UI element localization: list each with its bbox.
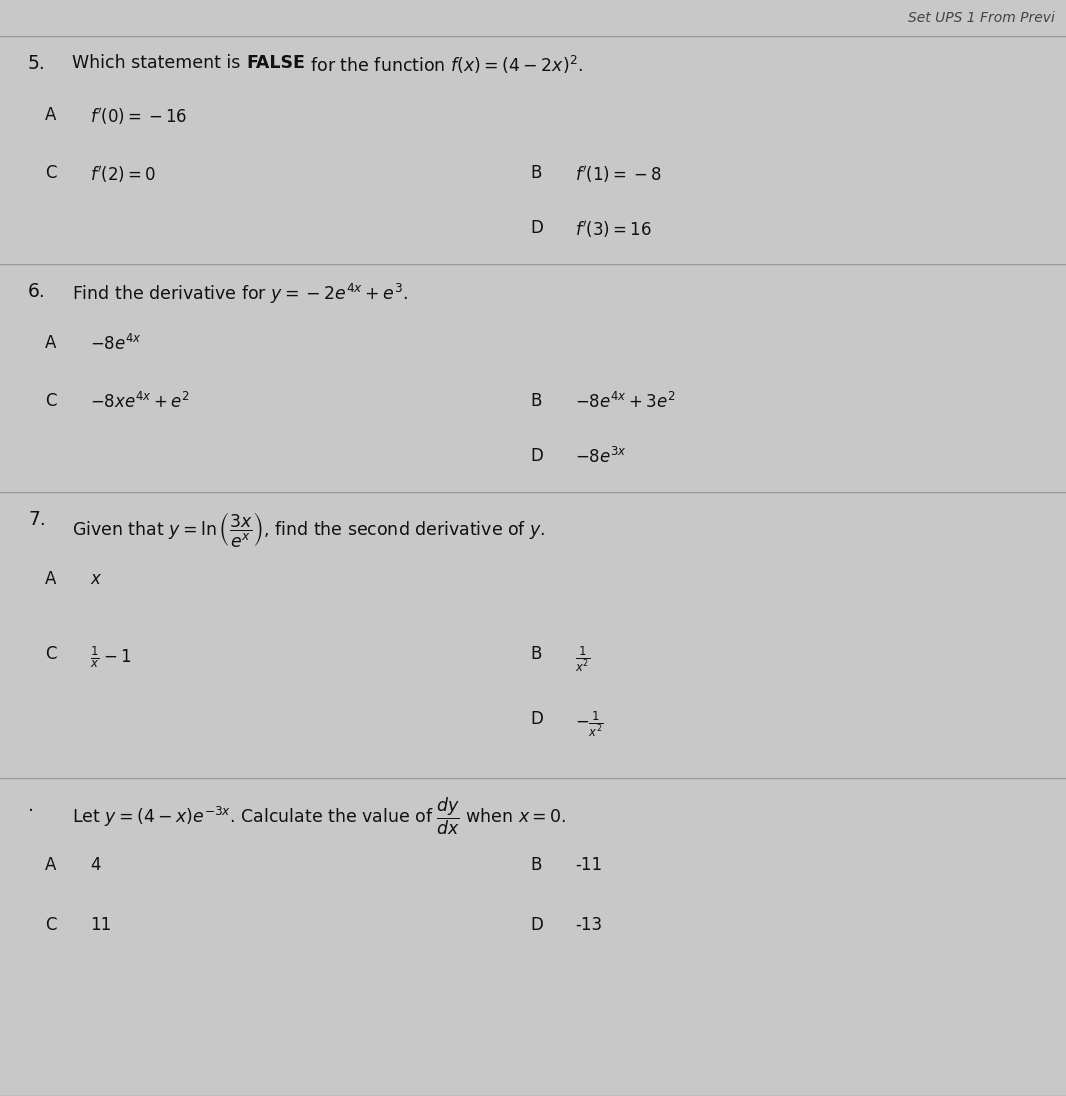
Text: Which statement is: Which statement is — [72, 54, 246, 72]
Text: $\frac{1}{x}-1$: $\frac{1}{x}-1$ — [90, 644, 131, 671]
Text: C: C — [45, 644, 56, 663]
Text: B: B — [530, 644, 542, 663]
Text: D: D — [530, 916, 543, 934]
Text: B: B — [530, 856, 542, 874]
Text: Find the derivative for $y=-2e^{4x}+e^3$.: Find the derivative for $y=-2e^{4x}+e^3$… — [72, 282, 408, 306]
Text: 6.: 6. — [28, 282, 46, 301]
Text: $f'(2)=0$: $f'(2)=0$ — [90, 164, 157, 185]
Text: Given that $y=\ln\left(\dfrac{3x}{e^x}\right)$, find the second derivative of $y: Given that $y=\ln\left(\dfrac{3x}{e^x}\r… — [72, 510, 546, 549]
Text: $-8e^{4x}+3e^2$: $-8e^{4x}+3e^2$ — [575, 392, 676, 412]
Text: $f'(1)=-8$: $f'(1)=-8$ — [575, 164, 662, 185]
Text: -13: -13 — [575, 916, 602, 934]
Text: A: A — [45, 334, 56, 352]
Text: $-8e^{4x}$: $-8e^{4x}$ — [90, 334, 142, 354]
Text: A: A — [45, 106, 56, 124]
Text: FALSE: FALSE — [246, 54, 305, 72]
Text: Set UPS 1 From Previ: Set UPS 1 From Previ — [908, 11, 1055, 25]
Text: $f'(3)=16$: $f'(3)=16$ — [575, 219, 652, 240]
Text: 7.: 7. — [28, 510, 46, 529]
Text: $-8xe^{4x}+e^2$: $-8xe^{4x}+e^2$ — [90, 392, 190, 412]
Text: $\frac{1}{x^2}$: $\frac{1}{x^2}$ — [575, 644, 591, 674]
Text: C: C — [45, 164, 56, 182]
Text: B: B — [530, 392, 542, 410]
Text: 5.: 5. — [28, 54, 46, 73]
Text: D: D — [530, 219, 543, 237]
Text: B: B — [530, 164, 542, 182]
Text: .: . — [28, 796, 34, 815]
Text: Let $y=(4-x)e^{-3x}$. Calculate the value of $\dfrac{dy}{dx}$ when $x=0$.: Let $y=(4-x)e^{-3x}$. Calculate the valu… — [72, 796, 566, 837]
Text: for the function $f(x)=(4-2x)^2$.: for the function $f(x)=(4-2x)^2$. — [305, 54, 583, 77]
Text: $f'(0)=-16$: $f'(0)=-16$ — [90, 106, 188, 127]
Text: $x$: $x$ — [90, 570, 102, 587]
Text: C: C — [45, 916, 56, 934]
Text: -11: -11 — [575, 856, 602, 874]
Text: 11: 11 — [90, 916, 111, 934]
Text: 4: 4 — [90, 856, 100, 874]
Text: D: D — [530, 710, 543, 728]
Text: C: C — [45, 392, 56, 410]
Text: D: D — [530, 447, 543, 465]
Text: A: A — [45, 570, 56, 587]
Text: A: A — [45, 856, 56, 874]
Text: $-\frac{1}{x^2}$: $-\frac{1}{x^2}$ — [575, 710, 604, 740]
Text: $-8e^{3x}$: $-8e^{3x}$ — [575, 447, 627, 467]
